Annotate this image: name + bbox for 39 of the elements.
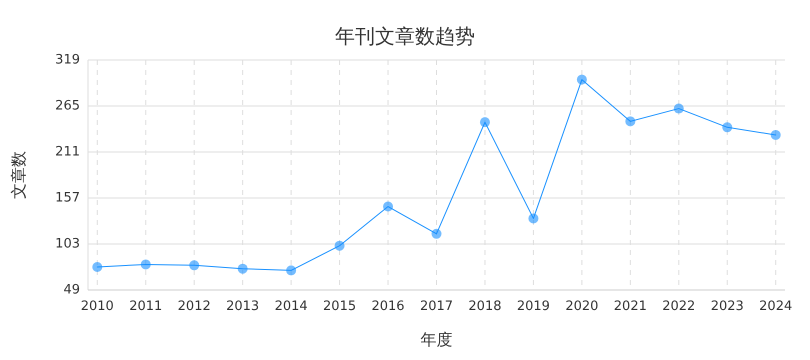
x-tick-label: 2013: [226, 299, 260, 314]
point: [528, 213, 538, 224]
y-tick-label: 103: [55, 236, 80, 252]
x-tick-label: 2014: [274, 299, 308, 314]
point: [722, 122, 732, 132]
x-tick-label: 2020: [565, 299, 598, 314]
y-axis-title: 文章数: [9, 151, 28, 199]
x-tick-label: 2019: [516, 299, 550, 314]
point: [432, 228, 442, 239]
point: [480, 117, 490, 128]
x-tick-label: 2018: [468, 299, 502, 314]
point: [238, 264, 248, 274]
y-tick-label: 319: [55, 52, 80, 68]
x-tick-label: 2012: [178, 299, 211, 314]
point: [286, 265, 296, 276]
x-axis-title: 年度: [420, 330, 452, 349]
point: [140, 259, 151, 270]
x-tick-label: 2015: [323, 299, 356, 314]
point: [674, 104, 684, 114]
point: [625, 116, 636, 126]
x-tick-label: 2022: [662, 299, 696, 314]
x-tick-label: 2023: [710, 299, 744, 314]
point: [576, 74, 587, 85]
x-tick-label: 2016: [371, 299, 405, 314]
x-tick-label: 2010: [80, 299, 114, 314]
x-tick-label: 2021: [614, 299, 647, 314]
point: [189, 260, 200, 270]
point: [770, 130, 781, 140]
point: [383, 202, 394, 212]
y-tick-label: 265: [55, 98, 80, 114]
point: [334, 240, 345, 251]
y-tick-label: 211: [55, 144, 80, 160]
x-tick-label: 2011: [129, 299, 162, 314]
y-tick-label: 49: [63, 282, 80, 298]
x-tick-label: 2024: [759, 299, 792, 314]
point: [92, 262, 102, 272]
x-tick-label: 2017: [420, 299, 454, 314]
chart-title: 年刊文章数趋势: [335, 24, 475, 48]
y-tick-label: 157: [55, 190, 80, 206]
